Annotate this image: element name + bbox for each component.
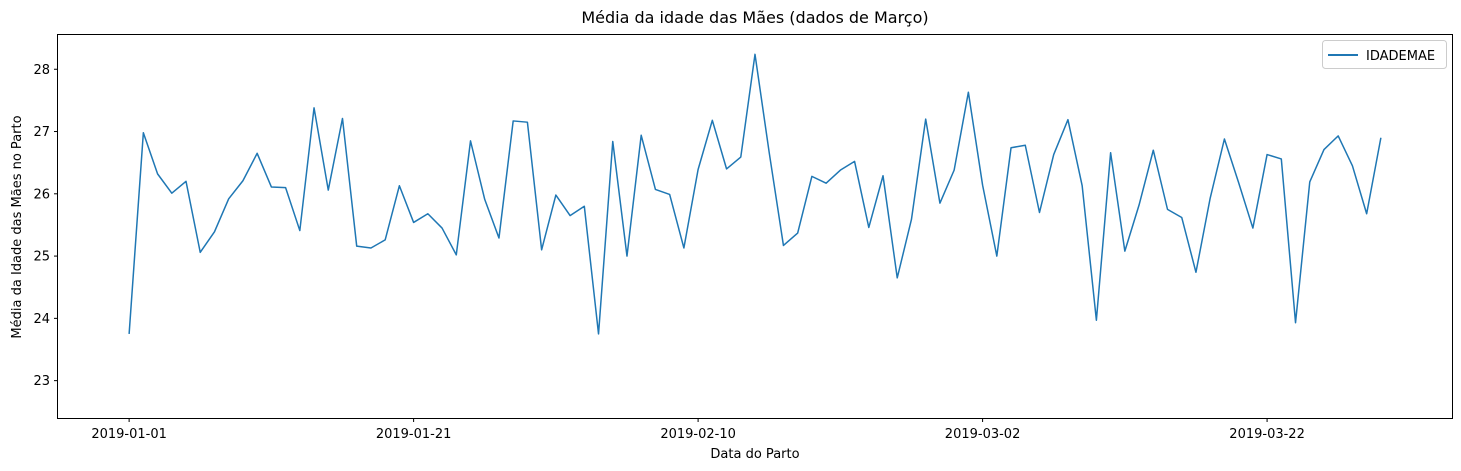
y-tick-label: 25 <box>33 250 50 265</box>
legend-label: IDADEMAE <box>1366 49 1435 64</box>
y-axis-label: Média da Idade das Mães no Parto <box>10 115 25 338</box>
x-tick-label: 2019-02-10 <box>660 427 736 442</box>
y-tick-label: 24 <box>33 312 50 327</box>
x-tick-label: 2019-03-22 <box>1229 427 1305 442</box>
chart-title: Média da idade das Mães (dados de Março) <box>581 8 928 27</box>
y-tick-label: 27 <box>33 125 50 140</box>
y-tick-label: 26 <box>33 187 50 202</box>
plot-frame <box>57 34 1453 419</box>
legend: IDADEMAE <box>1322 40 1447 69</box>
y-tick-label: 28 <box>33 63 50 78</box>
x-tick-label: 2019-01-21 <box>376 427 452 442</box>
y-axis-ticks: 23 24 25 26 27 28 <box>33 63 58 389</box>
x-axis-label: Data do Parto <box>710 447 799 462</box>
x-axis-ticks: 2019-01-01 2019-01-21 2019-02-10 2019-03-02… <box>91 418 1305 442</box>
plot-layer <box>128 53 1382 335</box>
x-tick-label: 2019-01-01 <box>91 427 167 442</box>
y-tick-label: 23 <box>33 374 50 389</box>
legend-box <box>1322 40 1447 69</box>
x-tick-label: 2019-03-02 <box>945 427 1021 442</box>
